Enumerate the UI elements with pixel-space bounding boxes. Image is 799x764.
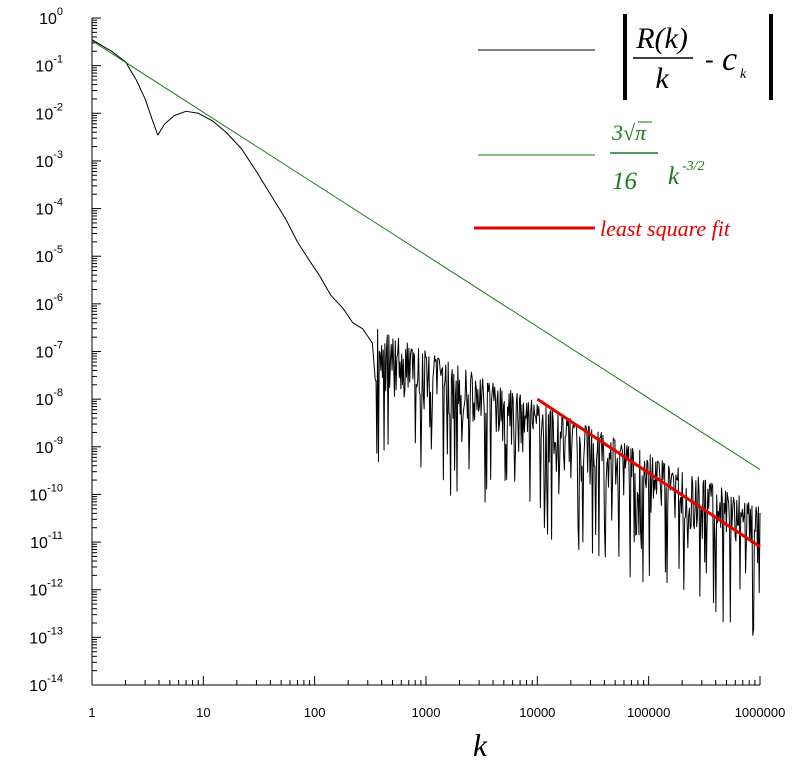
legend-entry-abs-error: R(k) k - c k xyxy=(478,14,773,100)
y-tick-exponent: -5 xyxy=(53,244,63,256)
legend-asymptote-sqrt: √ xyxy=(623,120,636,145)
y-tick-exponent: -3 xyxy=(53,149,63,161)
y-tick-label: 10-5 xyxy=(35,244,63,266)
legend-c-symbol: c xyxy=(722,41,737,78)
y-tick-exponent: -8 xyxy=(53,387,63,399)
y-tick-label: 10-7 xyxy=(35,340,63,362)
series-layer xyxy=(91,39,761,636)
y-tick-base: 10 xyxy=(29,630,47,647)
y-tick-label: 10-13 xyxy=(29,625,63,647)
x-tick-label: 100 xyxy=(304,705,326,720)
y-tick-base: 10 xyxy=(35,59,53,76)
legend-fraction-numerator: R(k) xyxy=(635,22,688,55)
legend-c-subscript: k xyxy=(740,67,747,82)
y-tick-label: 10-4 xyxy=(35,197,63,219)
y-tick-base: 10 xyxy=(35,202,53,219)
series-line-abs_error xyxy=(91,39,761,636)
y-tick-label: 10-14 xyxy=(29,673,63,695)
y-tick-base: 10 xyxy=(35,106,53,123)
legend-asymptote-numerator: 3√π xyxy=(611,120,647,145)
y-tick-exponent: -1 xyxy=(53,54,63,66)
y-tick-label: 10-12 xyxy=(29,578,63,600)
x-tick-label: 1000000 xyxy=(735,705,786,720)
y-tick-base: 10 xyxy=(29,487,47,504)
y-tick-exponent: 0 xyxy=(57,6,63,18)
x-tick-label: 10000 xyxy=(519,705,555,720)
legend-entry-least-squares: least square fit xyxy=(474,216,731,241)
y-tick-label: 10-9 xyxy=(35,435,63,457)
y-tick-base: 10 xyxy=(35,345,53,362)
y-tick-exponent: -12 xyxy=(47,578,63,590)
legend-asymptote-pi: π xyxy=(635,120,647,145)
legend-least-squares-label: least square fit xyxy=(600,216,731,241)
x-tick-label: 1 xyxy=(88,705,95,720)
x-ticks: 1 10 100 1000 10000 100000 1000000 xyxy=(88,676,785,720)
y-tick-exponent: -11 xyxy=(48,530,63,542)
legend-asymptote-exponent: -3/2 xyxy=(682,159,705,174)
y-tick-label: 10-2 xyxy=(35,101,63,123)
y-tick-exponent: -9 xyxy=(53,435,63,447)
legend-minus-sign: - xyxy=(705,45,714,74)
legend-fraction-denominator: k xyxy=(655,62,669,95)
y-tick-label: 10-11 xyxy=(30,530,63,552)
y-tick-label: 10-3 xyxy=(35,149,63,171)
x-axis-label: k xyxy=(473,727,488,763)
y-tick-base: 10 xyxy=(39,11,57,28)
y-tick-exponent: -2 xyxy=(53,101,63,113)
y-tick-label: 10-6 xyxy=(35,292,63,314)
y-tick-base: 10 xyxy=(29,678,47,695)
legend-asymptote-3: 3 xyxy=(611,120,623,145)
y-tick-exponent: -10 xyxy=(47,482,63,494)
y-tick-base: 10 xyxy=(35,440,53,457)
y-tick-base: 10 xyxy=(35,297,53,314)
y-tick-base: 10 xyxy=(30,535,48,552)
y-ticks: 10010-110-210-310-410-510-610-710-810-91… xyxy=(29,6,101,695)
y-tick-label: 10-10 xyxy=(29,482,63,504)
series-line-asymptote xyxy=(91,40,761,471)
y-tick-exponent: -7 xyxy=(53,340,63,352)
x-tick-label: 100000 xyxy=(627,705,670,720)
x-tick-label: 1000 xyxy=(412,705,441,720)
legend: R(k) k - c k 3√π 16 k -3/2 least square … xyxy=(474,14,773,241)
y-tick-exponent: -6 xyxy=(53,292,63,304)
legend-asymptote-denominator: 16 xyxy=(612,168,638,195)
legend-asymptote-k: k xyxy=(668,163,680,190)
y-tick-label: 100 xyxy=(39,6,63,28)
x-tick-label: 10 xyxy=(196,705,210,720)
y-tick-base: 10 xyxy=(35,154,53,171)
y-tick-base: 10 xyxy=(35,392,53,409)
legend-entry-asymptote: 3√π 16 k -3/2 xyxy=(478,120,705,195)
y-tick-label: 10-1 xyxy=(35,54,63,76)
y-tick-exponent: -13 xyxy=(47,625,63,637)
series-line-least_squares xyxy=(536,397,761,548)
y-tick-exponent: -14 xyxy=(47,673,63,685)
y-tick-label: 10-8 xyxy=(35,387,63,409)
y-tick-exponent: -4 xyxy=(53,197,63,209)
y-tick-base: 10 xyxy=(29,583,47,600)
y-tick-base: 10 xyxy=(35,249,53,266)
